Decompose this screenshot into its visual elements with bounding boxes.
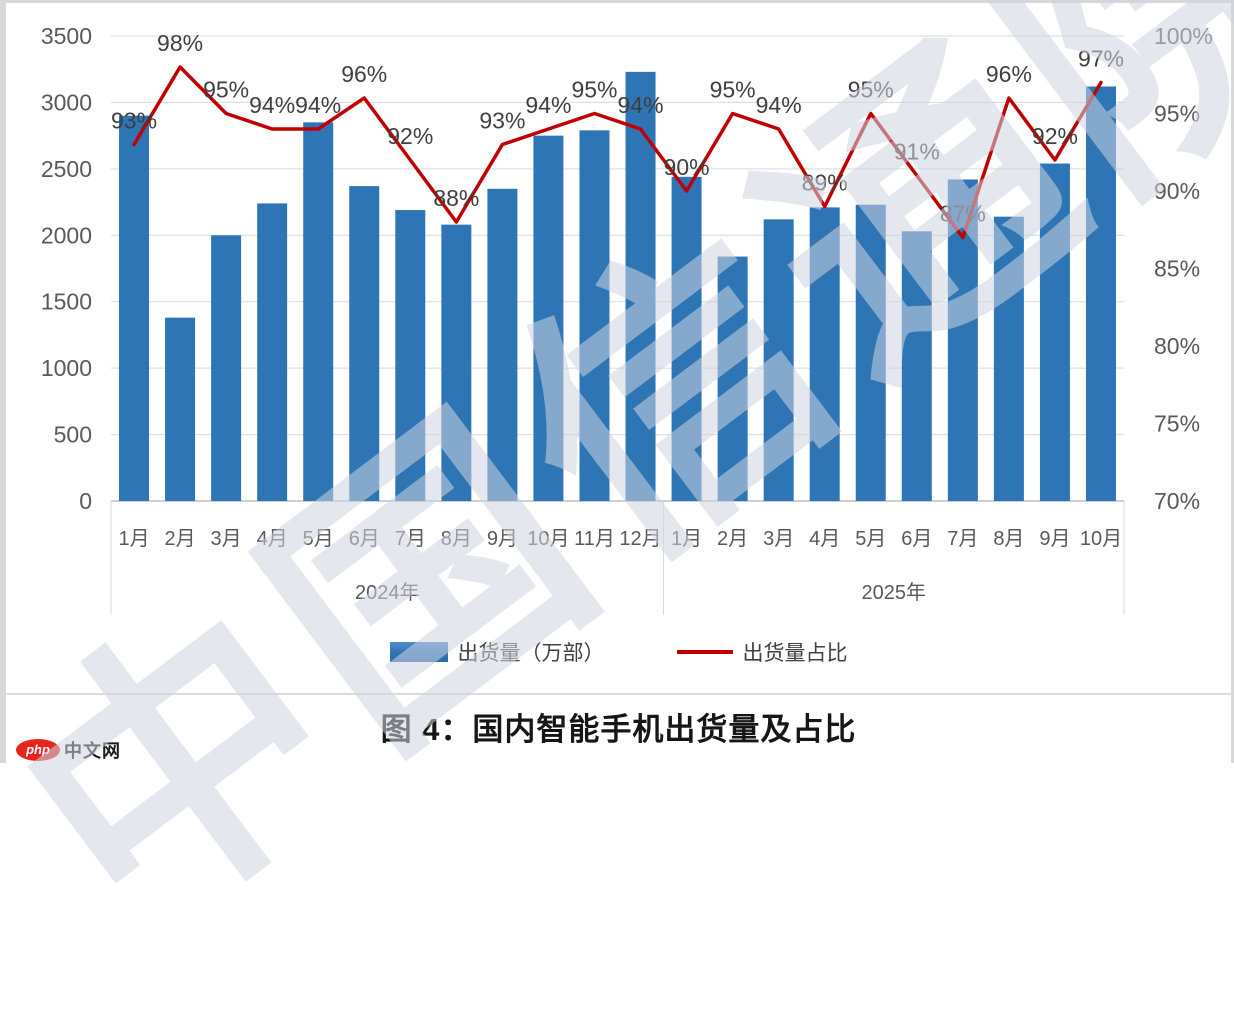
bar-2月-13 [717,256,748,501]
php-logo-badge-icon: php [16,739,60,761]
share-data-label: 95% [710,77,756,103]
right-axis-tick-label: 100% [1154,23,1213,49]
x-axis-month-label: 5月 [855,528,886,550]
bar-1月-0 [119,115,150,501]
x-axis-year-label: 2025年 [862,581,927,604]
right-axis-tick-label: 90% [1154,178,1200,204]
bar-7月-18 [947,179,978,501]
php-site-logo: php 中文网 [16,737,121,763]
left-axis-tick-label: 1000 [41,355,92,381]
smartphone-shipments-chart: 0 500 1000 1500 2000 2500 3000 3500 70% 75% 80% 85%… [41,23,1213,615]
figure-root: 0 500 1000 1500 2000 2500 3000 3500 70% 75% 80% 85%… [0,0,1234,987]
x-axis-month-label: 7月 [395,528,426,550]
share-data-label: 93% [479,108,525,134]
caption-divider [6,693,1231,695]
share-data-label: 91% [894,139,940,165]
share-data-label: 96% [341,61,387,87]
x-axis-month-label: 10月 [1080,528,1122,550]
share-data-label: 98% [157,30,203,56]
share-data-label: 88% [433,185,479,211]
bar-1月-12 [671,176,702,502]
x-axis-month-label: 1月 [671,528,702,550]
bar-2月-1 [165,317,196,501]
left-axis-tick-label: 2000 [41,222,92,248]
bar-5月-16 [855,204,886,501]
bar-6月-17 [901,231,932,502]
left-axis-tick-label: 0 [79,488,92,514]
legend-line-label: 出货量占比 [742,642,848,665]
legend-bar-label: 出货量（万部） [457,642,605,665]
x-axis-month-label: 8月 [993,528,1024,550]
x-axis-month-label: 10月 [527,528,569,550]
legend-bar-swatch-icon [389,642,448,662]
share-data-label: 93% [111,108,157,134]
left-axis-tick-label: 3500 [41,23,92,49]
share-data-label: 92% [1032,123,1078,149]
share-data-label: 90% [664,154,710,180]
bar-4月-3 [257,203,288,501]
x-axis-month-label: 4月 [257,528,288,550]
bar-4月-15 [809,207,840,501]
bar-7月-6 [395,210,426,502]
x-axis-month-label: 2月 [165,528,196,550]
share-data-label: 96% [986,61,1032,87]
chart-legend: 出货量（万部） 出货量占比 [6,633,1231,671]
share-data-label: 87% [940,201,986,227]
x-axis-year-label: 2024年 [355,581,420,604]
bar-3月-2 [211,235,242,502]
share-data-label: 97% [1078,46,1124,72]
x-axis-month-label: 8月 [441,528,472,550]
bar-10月-21 [1085,86,1116,501]
x-axis-month-label: 4月 [809,528,840,550]
x-axis-month-label: 6月 [901,528,932,550]
share-data-label: 92% [387,123,433,149]
share-data-label: 95% [203,77,249,103]
left-axis-tick-label: 1500 [41,289,92,315]
right-axis-tick-label: 70% [1154,488,1200,514]
x-axis-month-label: 9月 [1039,528,1070,550]
left-axis-tick-label: 2500 [41,156,92,182]
share-data-label: 89% [802,170,848,196]
right-axis-tick-label: 95% [1154,101,1200,127]
share-data-label: 95% [571,77,617,103]
share-data-label: 94% [295,92,341,118]
x-axis-month-label: 7月 [947,528,978,550]
bar-3月-14 [763,219,794,502]
x-axis-month-label: 1月 [118,528,149,550]
bar-6月-5 [349,186,380,501]
bar-11月-10 [579,130,610,501]
bar-8月-19 [993,216,1024,501]
share-line [132,65,1103,240]
php-logo-text: 中文网 [64,741,121,761]
bar-12月-11 [625,71,656,501]
share-data-label: 94% [249,92,295,118]
bar-9月-20 [1039,163,1070,502]
right-axis-tick-label: 80% [1154,333,1200,359]
x-axis-month-label: 3月 [211,528,242,550]
share-data-label: 95% [848,77,894,103]
bar-9月-8 [487,188,518,502]
right-axis-tick-label: 85% [1154,256,1200,282]
bar-10月-9 [533,135,564,501]
x-axis-month-label: 2月 [717,528,748,550]
left-axis-tick-label: 3000 [41,89,92,115]
bar-5月-4 [303,122,334,501]
share-data-label: 94% [756,92,802,118]
legend-item-shipments: 出货量（万部） [389,637,605,667]
x-axis-month-label: 3月 [763,528,794,550]
figure-caption: 图 4：国内智能手机出货量及占比 [380,712,857,747]
x-axis-month-label: 6月 [349,528,380,550]
share-data-label: 94% [525,92,571,118]
x-axis-month-label: 12月 [619,528,661,550]
x-axis-month-label: 11月 [574,528,615,550]
share-data-label: 94% [617,92,663,118]
legend-line-swatch-icon [676,650,733,654]
left-axis-tick-label: 500 [54,422,92,448]
x-axis-month-label: 5月 [303,528,334,550]
x-axis-month-label: 9月 [487,528,518,550]
right-axis-tick-label: 75% [1154,411,1200,437]
legend-item-share: 出货量占比 [676,637,848,667]
bar-8月-7 [441,224,472,501]
